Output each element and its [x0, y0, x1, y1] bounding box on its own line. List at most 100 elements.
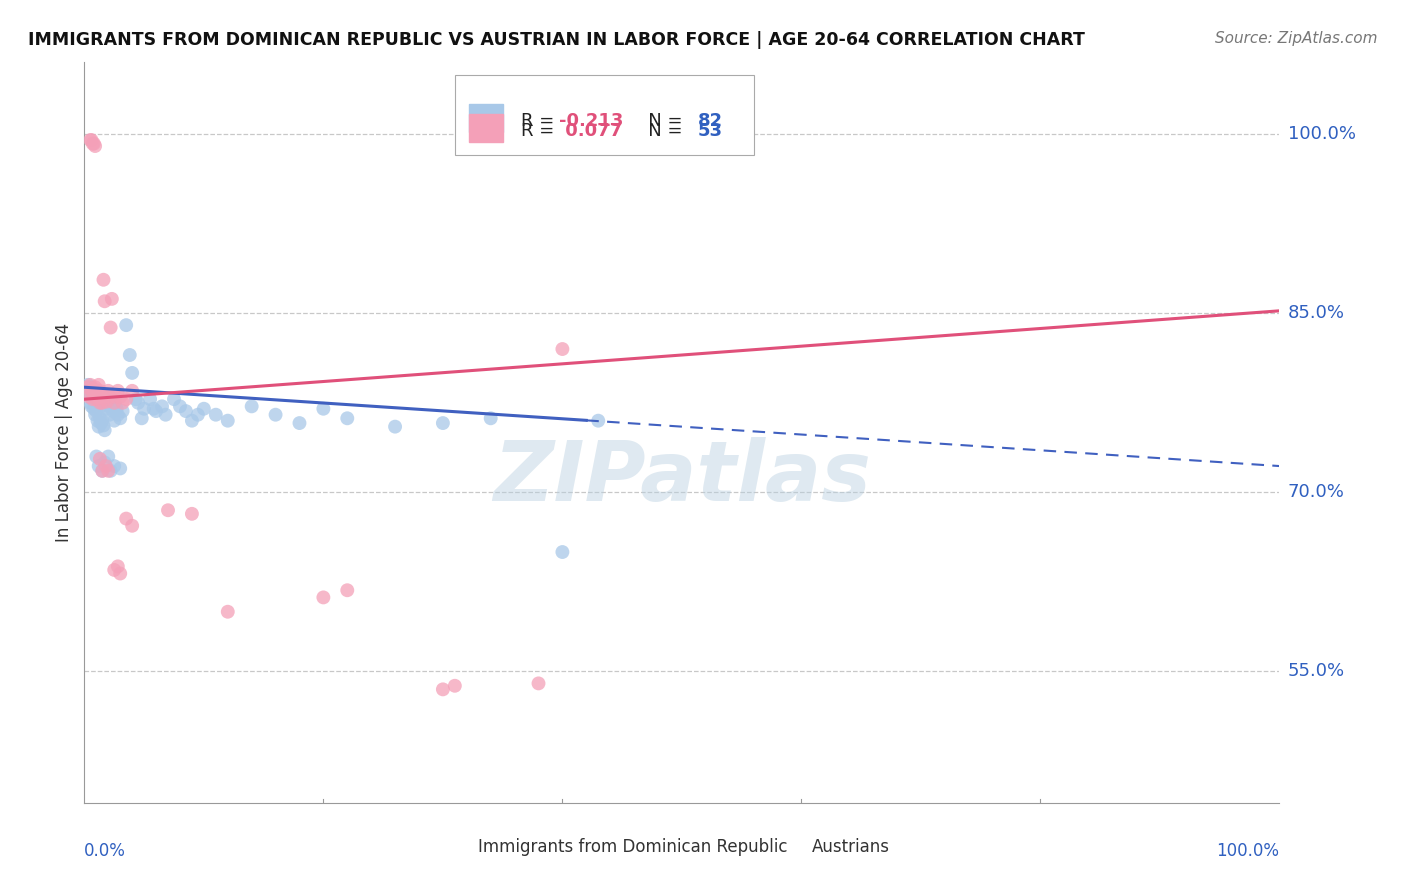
Point: [89, 411, 111, 425]
Point: [86, 414, 108, 428]
Point: [100, 464, 122, 478]
Point: [84, 139, 107, 153]
Point: [83, 384, 105, 398]
Point: [101, 392, 124, 407]
Point: [181, 507, 204, 521]
Point: [91, 464, 114, 478]
Point: [150, 400, 173, 414]
Point: [96, 394, 118, 409]
Point: [98, 390, 121, 404]
Point: [110, 411, 132, 425]
Point: [479, 411, 502, 425]
Point: [79, 133, 101, 147]
Point: [86, 392, 108, 407]
Point: [98, 408, 121, 422]
Point: [336, 583, 359, 598]
Point: [86, 384, 108, 398]
Point: [90, 396, 112, 410]
Point: [91, 414, 114, 428]
Text: R =: R =: [520, 122, 560, 140]
Point: [93, 418, 115, 433]
Point: [84, 380, 107, 394]
Point: [100, 400, 122, 414]
Point: [79, 380, 101, 394]
Point: [155, 408, 177, 422]
Point: [89, 451, 111, 466]
Point: [89, 384, 111, 398]
Point: [127, 396, 149, 410]
Point: [193, 401, 215, 416]
Point: [84, 387, 107, 401]
Point: [145, 404, 167, 418]
Point: [107, 559, 129, 574]
Text: -0.213: -0.213: [558, 112, 623, 130]
Point: [101, 404, 124, 418]
Text: N =: N =: [630, 112, 688, 130]
Point: [264, 408, 287, 422]
Point: [82, 392, 104, 407]
Point: [91, 464, 114, 478]
Point: [288, 416, 311, 430]
Point: [107, 408, 129, 422]
Point: [79, 377, 101, 392]
Point: [103, 458, 125, 473]
Point: [80, 386, 103, 401]
Point: [432, 682, 454, 697]
Point: [93, 390, 115, 404]
Point: [89, 396, 111, 410]
Point: [103, 396, 125, 410]
Point: [111, 404, 134, 418]
Text: 100.0%: 100.0%: [1288, 125, 1355, 143]
Text: 70.0%: 70.0%: [1288, 483, 1344, 501]
Point: [588, 414, 610, 428]
Point: [104, 398, 127, 412]
Point: [131, 411, 153, 425]
Point: [527, 676, 550, 690]
Point: [205, 408, 228, 422]
Point: [312, 591, 335, 605]
Point: [91, 396, 114, 410]
Point: [121, 518, 143, 533]
Point: [217, 605, 239, 619]
Point: [121, 384, 143, 398]
Point: [103, 563, 125, 577]
Point: [97, 396, 120, 410]
Point: [80, 133, 103, 147]
Point: [142, 401, 165, 416]
Point: [93, 398, 115, 412]
Point: [312, 401, 335, 416]
Text: 82: 82: [697, 112, 723, 130]
Point: [444, 679, 467, 693]
Point: [115, 511, 138, 525]
Point: [100, 320, 122, 334]
Point: [89, 390, 111, 404]
Point: [77, 387, 100, 401]
Point: [87, 419, 110, 434]
Point: [86, 450, 108, 464]
Point: [101, 292, 124, 306]
Point: [80, 384, 103, 398]
Text: Austrians: Austrians: [813, 838, 890, 856]
Point: [217, 414, 239, 428]
Point: [107, 384, 129, 398]
Point: [87, 458, 110, 473]
Point: [82, 392, 104, 407]
Point: [77, 380, 100, 394]
Point: [181, 414, 204, 428]
Point: [90, 416, 112, 430]
Point: [79, 396, 101, 410]
Point: [104, 390, 127, 404]
Point: [125, 392, 148, 407]
Point: [110, 566, 132, 581]
Point: [86, 392, 108, 407]
Point: [87, 390, 110, 404]
Point: [432, 416, 454, 430]
Point: [103, 414, 125, 428]
Point: [118, 348, 141, 362]
Point: [96, 401, 118, 416]
Point: [139, 392, 162, 407]
Text: Source: ZipAtlas.com: Source: ZipAtlas.com: [1215, 31, 1378, 46]
Text: ZIPatlas: ZIPatlas: [494, 436, 870, 517]
Text: N =: N =: [630, 122, 688, 140]
Bar: [437, 836, 463, 858]
